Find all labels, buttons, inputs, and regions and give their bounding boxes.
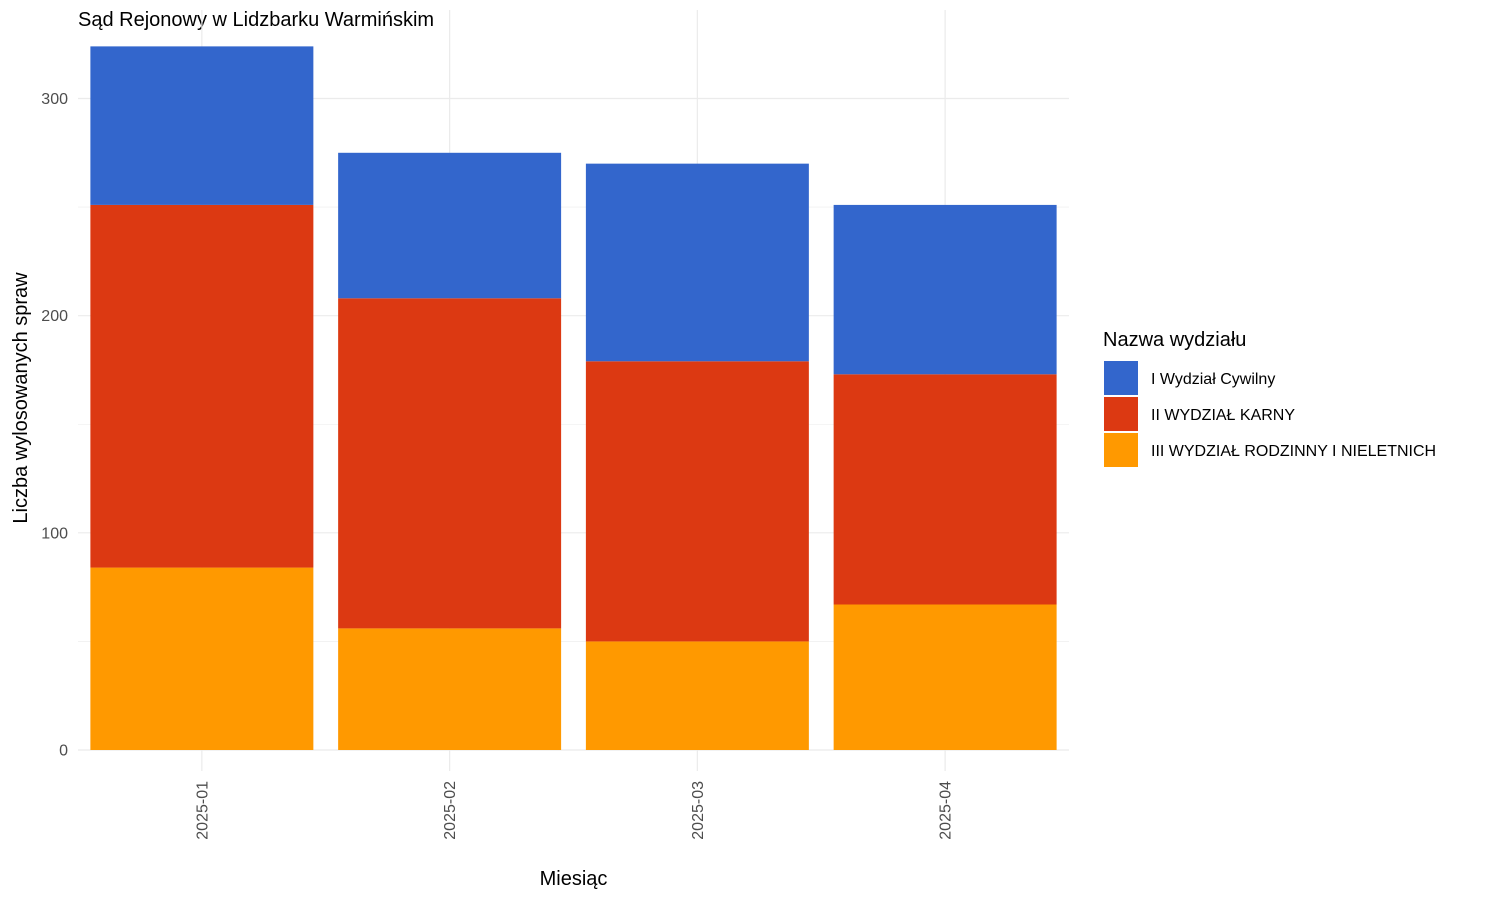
legend-label: I Wydział Cywilny	[1151, 371, 1275, 388]
x-tick-label: 2025-03	[690, 781, 707, 840]
legend-label: II WYDZIAŁ KARNY	[1151, 407, 1295, 424]
legend-label: III WYDZIAŁ RODZINNY I NIELETNICH	[1151, 443, 1436, 460]
y-tick-label: 0	[59, 743, 68, 760]
bar-segment	[90, 567, 314, 750]
bar-segment	[833, 204, 1057, 375]
bar-segment	[585, 641, 809, 750]
bar-segment	[338, 152, 562, 299]
legend-swatch	[1104, 361, 1138, 395]
bars	[90, 46, 1057, 750]
x-axis-title: Miesiąc	[540, 868, 608, 890]
legend-swatch	[1104, 433, 1138, 467]
legend: Nazwa wydziału I Wydział Cywilny II WYDZI…	[1103, 329, 1436, 467]
bar-segment	[833, 604, 1057, 750]
bar-segment	[585, 163, 809, 362]
y-axis-ticks: 0 100 200 300	[41, 91, 68, 760]
y-tick-label: 300	[41, 91, 68, 108]
bar-segment	[585, 361, 809, 642]
y-axis-title: Liczba wylosowanych spraw	[10, 272, 32, 524]
x-tick-label: 2025-02	[442, 781, 459, 840]
bar-segment	[90, 46, 314, 205]
bar-segment	[338, 628, 562, 750]
y-tick-label: 200	[41, 308, 68, 325]
bar-segment	[90, 204, 314, 568]
bar-segment	[338, 298, 562, 629]
y-tick-label: 100	[41, 525, 68, 542]
x-tick-label: 2025-04	[938, 781, 955, 840]
bar-segment	[833, 374, 1057, 605]
legend-title: Nazwa wydziału	[1103, 329, 1246, 351]
legend-swatch	[1104, 397, 1138, 431]
x-tick-label: 2025-01	[194, 781, 211, 840]
x-axis-ticks: 2025-01 2025-02 2025-03 2025-04	[194, 781, 954, 840]
chart-title: Sąd Rejonowy w Lidzbarku Warmińskim	[78, 9, 434, 31]
